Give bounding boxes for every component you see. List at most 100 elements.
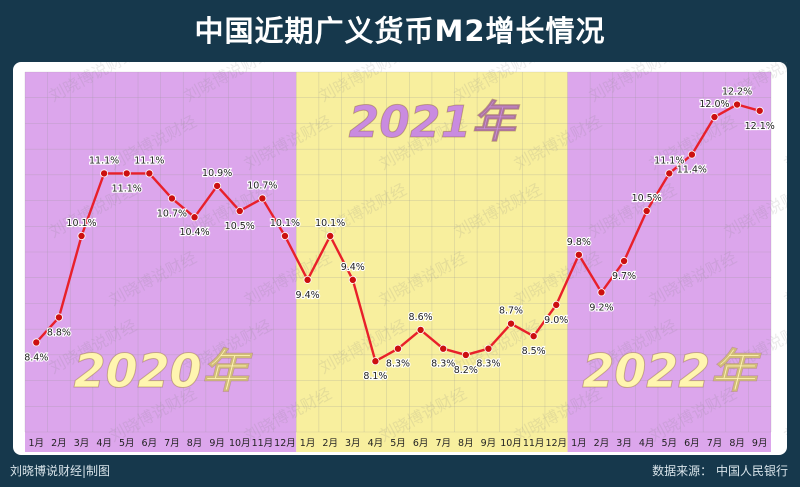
data-label: 10.7% xyxy=(157,208,187,219)
watermark-text: 刘晓博说财经 xyxy=(781,384,787,446)
year-band-0 xyxy=(25,72,297,452)
data-label: 8.1% xyxy=(363,371,387,382)
data-label: 11.1% xyxy=(654,155,684,166)
data-label: 10.1% xyxy=(270,218,300,229)
data-point xyxy=(439,344,448,353)
chart-title: 中国近期广义货币M2增长情况 xyxy=(194,14,606,48)
x-tick-label: 2月 xyxy=(594,438,610,449)
x-tick-label: 7月 xyxy=(707,438,723,449)
data-point xyxy=(642,206,651,215)
x-tick-label: 6月 xyxy=(413,438,429,449)
year-band-2 xyxy=(567,72,771,452)
data-label: 10.1% xyxy=(315,218,345,229)
x-tick-label: 12月 xyxy=(545,438,567,449)
data-label: 10.5% xyxy=(632,193,662,204)
data-point xyxy=(235,206,244,215)
data-label: 8.3% xyxy=(476,359,500,370)
data-label: 8.8% xyxy=(47,327,71,338)
x-tick-label: 1月 xyxy=(29,438,45,449)
x-tick-label: 9月 xyxy=(752,438,768,449)
year-label-0: 2020年 xyxy=(74,344,253,398)
data-label: 8.2% xyxy=(454,365,478,376)
data-point xyxy=(507,319,516,328)
data-label: 8.3% xyxy=(386,359,410,370)
data-label: 10.9% xyxy=(202,168,232,179)
data-point xyxy=(122,169,131,178)
data-label: 8.5% xyxy=(522,346,546,357)
data-point xyxy=(393,344,402,353)
data-point xyxy=(687,150,696,159)
data-label: 9.2% xyxy=(589,302,613,313)
data-label: 12.1% xyxy=(745,121,775,132)
data-point xyxy=(32,338,41,347)
x-tick-label: 10月 xyxy=(229,438,251,449)
data-label: 11.1% xyxy=(89,155,119,166)
data-label: 10.7% xyxy=(247,180,277,191)
data-label: 11.4% xyxy=(677,165,707,176)
data-point xyxy=(190,213,199,222)
data-label: 9.8% xyxy=(567,237,591,248)
data-label: 11.1% xyxy=(112,183,142,194)
data-point xyxy=(484,344,493,353)
data-label: 8.6% xyxy=(409,312,433,323)
data-point xyxy=(326,231,335,240)
data-point xyxy=(54,313,63,322)
data-point xyxy=(145,169,154,178)
x-tick-label: 8月 xyxy=(458,438,474,449)
data-point xyxy=(710,113,719,122)
data-point xyxy=(461,350,470,359)
data-point xyxy=(620,257,629,266)
data-point xyxy=(371,357,380,366)
x-tick-label: 11月 xyxy=(523,438,545,449)
line-chart: 刘晓博说财经 刘晓博说财经 刘晓博说财经 刘晓博说财经 刘晓博说财经 刘晓博说财经刘晓博说… xyxy=(23,62,787,452)
data-label: 9.0% xyxy=(544,315,568,326)
x-tick-label: 5月 xyxy=(661,438,677,449)
data-label: 10.1% xyxy=(66,218,96,229)
data-label: 8.7% xyxy=(499,306,523,317)
x-tick-label: 6月 xyxy=(684,438,700,449)
x-tick-label: 2月 xyxy=(322,438,338,449)
data-label: 8.3% xyxy=(431,359,455,370)
data-point xyxy=(77,231,86,240)
data-point xyxy=(416,325,425,334)
year-label-1: 2021年 xyxy=(349,97,520,148)
x-tick-label: 5月 xyxy=(390,438,406,449)
data-label: 9.4% xyxy=(341,262,365,273)
watermark-text: 刘晓博说财经 xyxy=(781,112,787,174)
data-point xyxy=(597,288,606,297)
data-label: 10.4% xyxy=(179,227,209,238)
x-tick-label: 2月 xyxy=(51,438,67,449)
data-label: 8.4% xyxy=(24,352,48,363)
credit-text: 刘晓博说财经|制图 xyxy=(10,464,111,478)
data-point xyxy=(213,181,222,190)
year-label-2: 2022年 xyxy=(582,344,761,398)
data-point xyxy=(733,100,742,109)
chart-panel: 刘晓博说财经 刘晓博说财经 刘晓博说财经 刘晓博说财经 刘晓博说财经 刘晓博说财经 刘晓博说… xyxy=(13,62,787,455)
x-tick-label: 11月 xyxy=(252,438,274,449)
data-point xyxy=(167,194,176,203)
x-tick-label: 4月 xyxy=(96,438,112,449)
data-label: 11.1% xyxy=(134,155,164,166)
x-tick-label: 7月 xyxy=(435,438,451,449)
data-point xyxy=(258,194,267,203)
year-band-1 xyxy=(296,72,568,452)
x-tick-label: 3月 xyxy=(345,438,361,449)
x-tick-label: 9月 xyxy=(209,438,225,449)
watermark-text: 刘晓博说财经 xyxy=(781,248,787,310)
x-tick-label: 1月 xyxy=(300,438,316,449)
data-label: 12.0% xyxy=(699,99,729,110)
x-tick-label: 6月 xyxy=(142,438,158,449)
x-tick-label: 1月 xyxy=(571,438,587,449)
x-tick-label: 8月 xyxy=(187,438,203,449)
x-tick-label: 10月 xyxy=(500,438,522,449)
data-label: 10.5% xyxy=(225,221,255,232)
data-point xyxy=(348,275,357,284)
x-tick-label: 3月 xyxy=(74,438,90,449)
x-tick-label: 9月 xyxy=(481,438,497,449)
data-point xyxy=(529,332,538,341)
data-label: 9.7% xyxy=(612,271,636,282)
source-text: 数据来源： 中国人民银行 xyxy=(652,464,788,478)
x-tick-label: 7月 xyxy=(164,438,180,449)
data-point xyxy=(100,169,109,178)
x-tick-label: 8月 xyxy=(729,438,745,449)
